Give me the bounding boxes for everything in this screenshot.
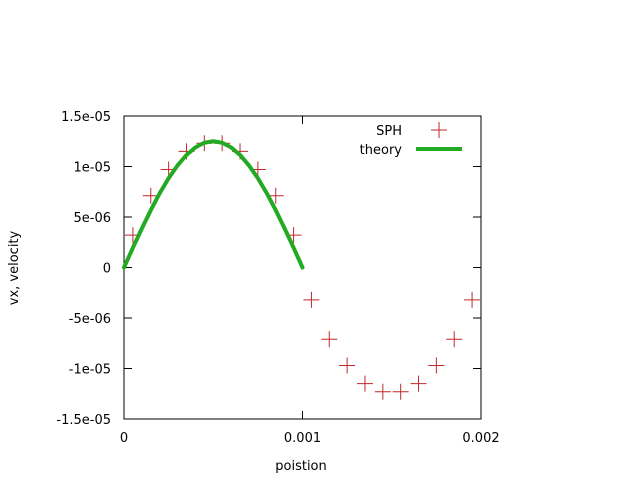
y-tick-label: 5e-06 bbox=[73, 211, 111, 226]
series-layer bbox=[122, 135, 481, 400]
sph-point bbox=[374, 383, 391, 400]
y-tick-label: 1.5e-05 bbox=[61, 110, 111, 125]
sph-point bbox=[356, 375, 373, 392]
sph-point bbox=[392, 383, 409, 400]
y-tick-label: -1.5e-05 bbox=[56, 413, 111, 428]
sph-point bbox=[410, 375, 427, 392]
y-tick-label: -1e-05 bbox=[69, 363, 111, 378]
sph-point bbox=[267, 187, 284, 204]
theory-line bbox=[122, 139, 305, 270]
sph-point bbox=[464, 291, 481, 308]
x-tick-label: 0 bbox=[120, 431, 128, 446]
x-tick-label: 0.002 bbox=[462, 431, 499, 446]
sph-point bbox=[303, 291, 320, 308]
legend: SPH theory bbox=[360, 122, 462, 158]
sph-point bbox=[428, 357, 445, 374]
legend-label-theory: theory bbox=[360, 143, 403, 158]
axis-ticks: 0 0.001 0.002 1.5e-05 1e-05 5e-06 0 -5e-06 -1e-0… bbox=[56, 110, 499, 446]
x-axis-title: poistion bbox=[275, 459, 327, 474]
legend-label-sph: SPH bbox=[376, 124, 402, 139]
sph-point bbox=[339, 357, 356, 374]
sph-point bbox=[446, 331, 463, 348]
y-axis-title: vx, velocity bbox=[7, 230, 22, 305]
x-tick-label: 0.001 bbox=[284, 431, 321, 446]
sph-point bbox=[321, 331, 338, 348]
y-tick-label: 1e-05 bbox=[73, 161, 111, 176]
sph-point bbox=[142, 187, 159, 204]
legend-marker-sph bbox=[431, 122, 447, 138]
y-tick-label: 0 bbox=[103, 262, 111, 277]
y-tick-label: -5e-06 bbox=[69, 312, 111, 327]
